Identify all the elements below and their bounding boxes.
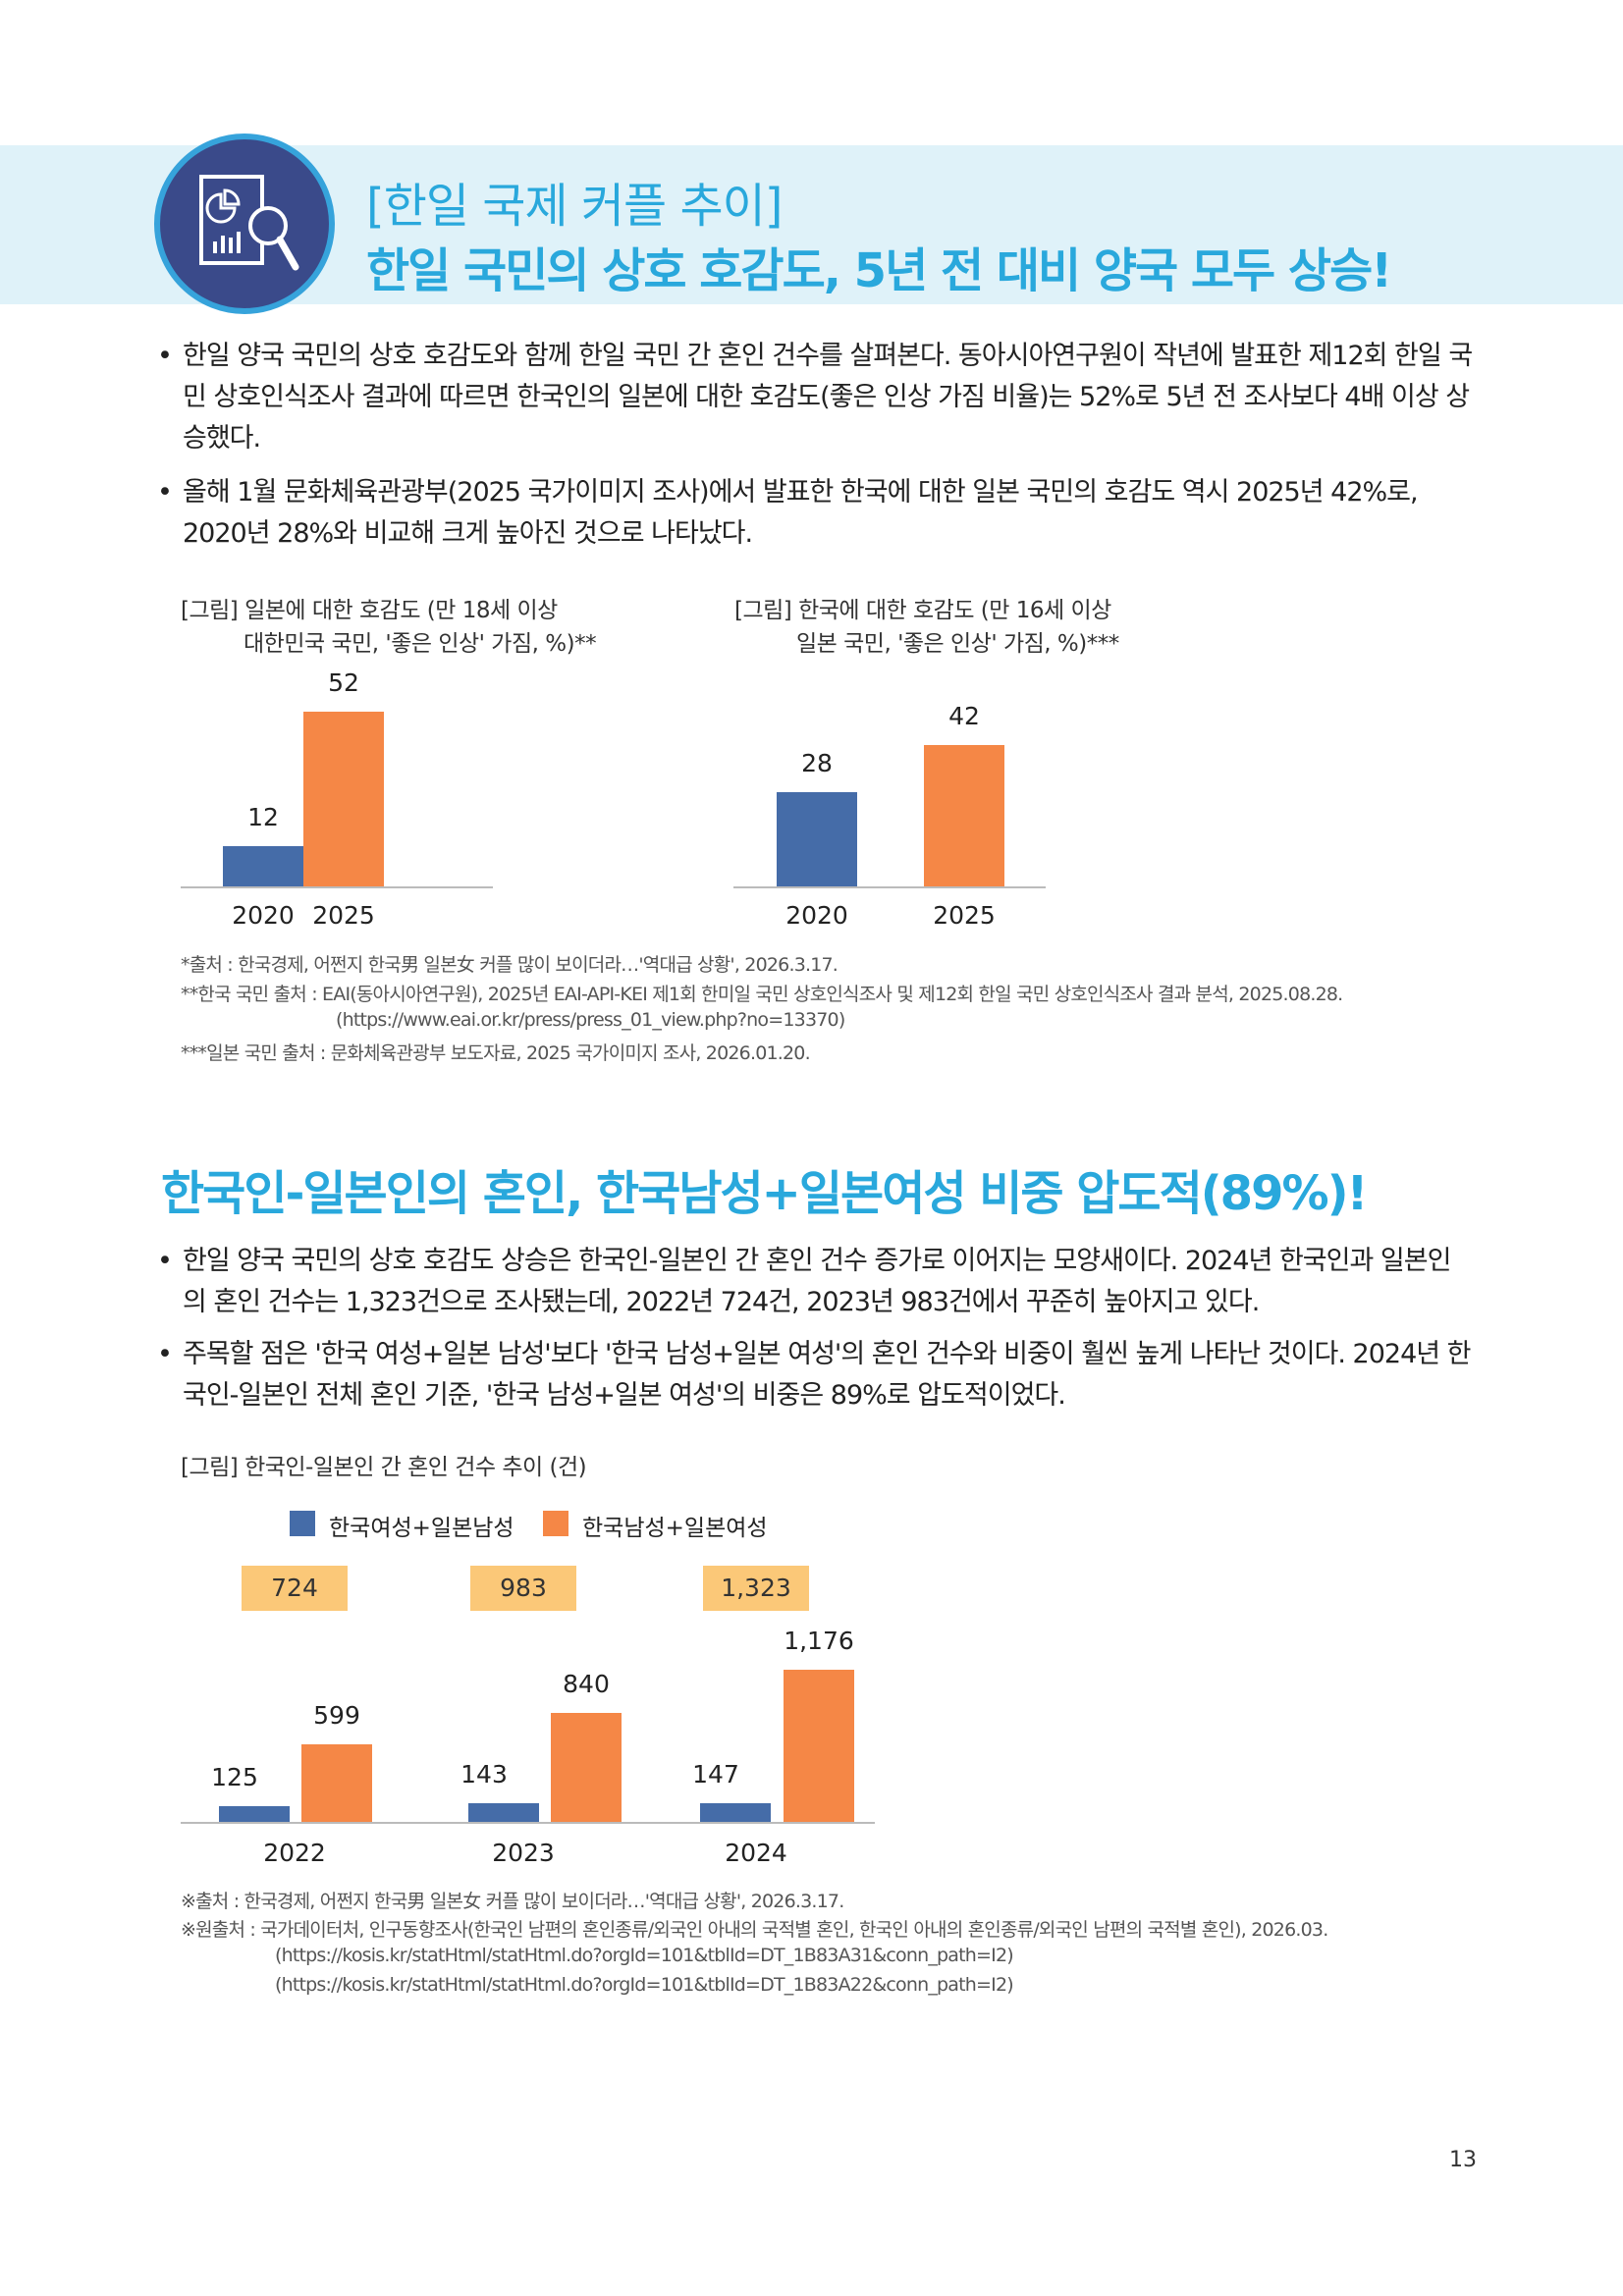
data-label: 840: [563, 1670, 610, 1699]
bullet-item: • 올해 1월 문화체육관광부(2025 국가이미지 조사)에서 발표한 한국에 …: [157, 477, 1419, 549]
bar: [468, 1803, 539, 1822]
x-tick-label: 2025: [933, 901, 996, 930]
x-axis-line: [733, 886, 1046, 888]
footnote: ※출처 : 한국경제, 어쩐지 한국男 일본女 커플 많이 보이더라…'역대급 …: [181, 1891, 844, 1912]
chart3-title: [그림] 한국인-일본인 간 혼인 건수 추이 (건): [181, 1455, 587, 1480]
x-tick-label: 2020: [232, 901, 295, 930]
footnote-link[interactable]: (https://kosis.kr/statHtml/statHtml.do?o…: [275, 1945, 1014, 1966]
data-label: 125: [211, 1762, 258, 1791]
data-label: 147: [692, 1759, 739, 1789]
x-tick-label: 2020: [785, 901, 848, 930]
legend-label: 한국남성+일본여성: [582, 1516, 768, 1541]
chart1-subtitle: 대한민국 국민, '좋은 인상' 가짐, %)**: [243, 631, 597, 657]
bar: [700, 1802, 771, 1822]
bar: [784, 1670, 854, 1822]
footnote-link[interactable]: (https://www.eai.or.kr/press/press_01_vi…: [336, 1009, 845, 1031]
total-label: 1,323: [703, 1566, 809, 1611]
x-tick-label: 2024: [725, 1839, 787, 1867]
bar: [303, 712, 384, 886]
bullet-item: • 한일 양국 국민의 상호 호감도와 함께 한일 국민 간 혼인 건수를 살펴본…: [157, 341, 1473, 454]
legend-swatch-orange: [543, 1511, 568, 1536]
data-label: 599: [313, 1701, 360, 1731]
chart1-title: [그림] 일본에 대한 호감도 (만 18세 이상: [181, 598, 558, 623]
footnote: **한국 국민 출처 : EAI(동아시아연구원), 2025년 EAI-API…: [181, 984, 1343, 1005]
x-tick-label: 2023: [492, 1839, 555, 1867]
total-label: 724: [242, 1566, 348, 1611]
footnote: ※원출처 : 국가데이터처, 인구동향조사(한국인 남편의 혼인종류/외국인 아…: [181, 1919, 1328, 1941]
section-label: [한일 국제 커플 추이]: [366, 179, 784, 234]
data-label: 52: [328, 668, 359, 698]
legend-label: 한국여성+일본남성: [329, 1516, 514, 1541]
bar: [219, 1805, 290, 1822]
footnote: *출처 : 한국경제, 어쩐지 한국男 일본女 커플 많이 보이더라…'역대급 …: [181, 954, 839, 976]
x-tick-label: 2025: [312, 901, 375, 930]
data-label: 42: [948, 702, 980, 731]
total-label: 983: [470, 1566, 576, 1611]
chart2-subtitle: 일본 국민, '좋은 인상' 가짐, %)***: [796, 631, 1119, 657]
bar: [301, 1744, 372, 1822]
footnote: ***일본 국민 출처 : 문화체육관광부 보도자료, 2025 국가이미지 조…: [181, 1042, 811, 1064]
data-label: 28: [801, 749, 833, 778]
footnote-link[interactable]: (https://kosis.kr/statHtml/statHtml.do?o…: [275, 1974, 1014, 1996]
data-label: 12: [247, 802, 279, 831]
bar: [223, 845, 303, 886]
bar: [924, 745, 1004, 886]
bullet-item: • 한일 양국 국민의 상호 호감도 상승은 한국인-일본인 간 혼인 건수 증가…: [157, 1246, 1451, 1317]
page-title: 한일 국민의 상호 호감도, 5년 전 대비 양국 모두 상승!: [366, 243, 1392, 298]
bullet-item: • 주목할 점은 '한국 여성+일본 남성'보다 '한국 남성+일본 여성'의 혼…: [157, 1339, 1472, 1411]
x-tick-label: 2022: [263, 1839, 326, 1867]
bar: [551, 1713, 622, 1822]
legend-swatch-blue: [290, 1511, 315, 1536]
section-title: 한국인-일본인의 혼인, 한국남성+일본여성 비중 압도적(89%)!: [161, 1166, 1368, 1221]
data-label: 1,176: [784, 1627, 854, 1655]
x-axis-line: [181, 886, 493, 888]
chart2-title: [그림] 한국에 대한 호감도 (만 16세 이상: [734, 598, 1111, 623]
bar: [777, 792, 857, 886]
page-number: 13: [1449, 2148, 1477, 2172]
report-magnifier-icon: [154, 133, 335, 314]
x-axis-line: [181, 1822, 875, 1824]
data-label: 143: [460, 1760, 508, 1789]
